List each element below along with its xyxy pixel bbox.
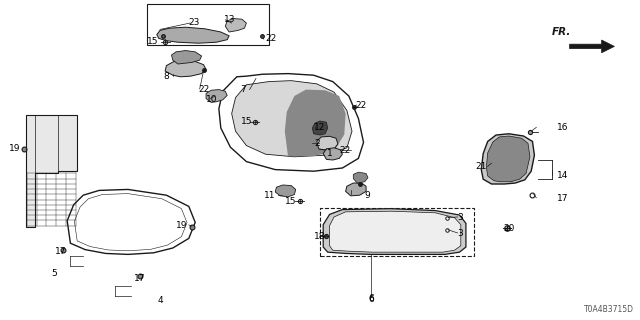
Text: 16: 16 (557, 124, 568, 132)
Text: 14: 14 (557, 172, 568, 180)
Text: 4: 4 (157, 296, 163, 305)
Text: 6: 6 (369, 295, 374, 304)
Polygon shape (157, 27, 229, 43)
Text: 23: 23 (189, 18, 200, 27)
Polygon shape (206, 90, 227, 102)
Polygon shape (353, 172, 368, 183)
Text: 22: 22 (339, 146, 351, 155)
Text: 18: 18 (314, 232, 325, 241)
Text: 22: 22 (198, 85, 210, 94)
Polygon shape (330, 211, 461, 252)
Text: 5: 5 (52, 269, 57, 278)
Text: 21: 21 (475, 162, 486, 171)
Text: 7: 7 (241, 85, 246, 94)
Text: 22: 22 (355, 101, 367, 110)
Text: 19: 19 (9, 144, 20, 153)
Text: 17: 17 (557, 194, 568, 203)
Text: 15: 15 (285, 197, 296, 206)
Text: 12: 12 (314, 124, 325, 132)
Text: 19: 19 (176, 221, 188, 230)
Text: 20: 20 (503, 224, 515, 233)
Polygon shape (165, 60, 206, 77)
Text: 3: 3 (458, 229, 463, 238)
Text: 3: 3 (458, 213, 463, 222)
Text: 17: 17 (55, 247, 67, 256)
Text: 13: 13 (224, 15, 236, 24)
Polygon shape (232, 81, 352, 157)
Text: 2: 2 (314, 140, 320, 148)
Text: 15: 15 (241, 117, 253, 126)
Polygon shape (570, 40, 614, 53)
Text: T0A4B3715D: T0A4B3715D (584, 305, 634, 314)
Polygon shape (312, 121, 328, 135)
Text: 1: 1 (327, 149, 333, 158)
Polygon shape (275, 185, 296, 197)
Polygon shape (172, 51, 202, 64)
Polygon shape (317, 136, 338, 150)
Text: 10: 10 (206, 95, 218, 104)
Text: 11: 11 (264, 191, 275, 200)
Text: 6: 6 (369, 294, 374, 303)
Text: 9: 9 (365, 191, 371, 200)
Text: 15: 15 (147, 37, 159, 46)
Text: FR.: FR. (552, 27, 571, 37)
Polygon shape (323, 148, 342, 160)
Text: 22: 22 (266, 34, 277, 43)
Polygon shape (225, 19, 246, 32)
Text: 17: 17 (134, 274, 145, 283)
Polygon shape (26, 115, 77, 227)
Bar (320, 208, 474, 256)
Bar (147, 4, 269, 45)
Polygon shape (346, 183, 366, 196)
Polygon shape (481, 134, 534, 184)
Polygon shape (486, 136, 530, 182)
Polygon shape (323, 209, 466, 254)
Text: 8: 8 (164, 72, 170, 81)
Polygon shape (285, 90, 346, 156)
